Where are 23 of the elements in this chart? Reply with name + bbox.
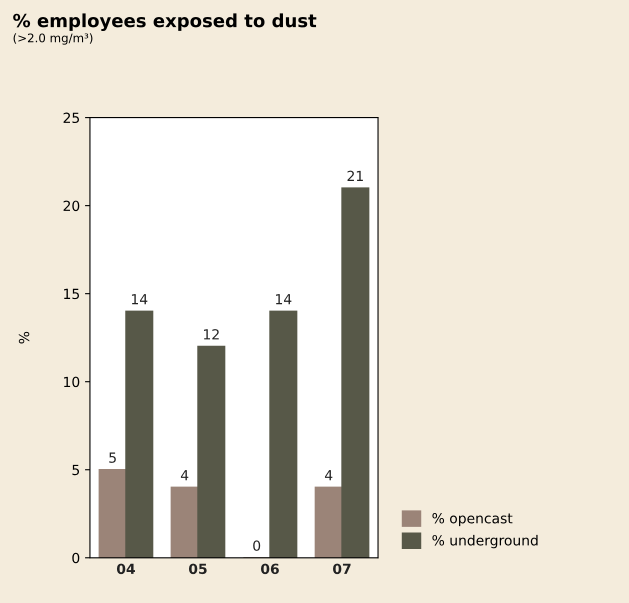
x-tick-label: 07 (333, 564, 351, 574)
data-label: 21 (348, 170, 363, 181)
data-label: 4 (180, 470, 188, 480)
y-tick-label: 0 (72, 552, 80, 564)
x-tick-label: 04 (116, 564, 135, 574)
y-tick-label: 25 (64, 112, 80, 124)
x-tick-label: 06 (261, 564, 279, 574)
legend-label: % underground (432, 534, 538, 548)
x-tick-label: 05 (188, 564, 207, 574)
y-tick-label: 10 (64, 376, 80, 388)
legend-label: % opencast (432, 512, 512, 526)
data-label: 14 (132, 294, 148, 304)
chart-title: % employees exposed to dust (13, 13, 316, 32)
y-tick-label: 15 (64, 288, 80, 300)
chart-subtitle: (>2.0 mg/m³) (14, 33, 92, 45)
data-label: 12 (204, 329, 219, 340)
data-label: 0 (253, 540, 260, 551)
data-label: 4 (324, 470, 332, 480)
data-label: 14 (276, 294, 292, 304)
y-tick-label: 5 (72, 464, 80, 476)
y-axis-title: % (18, 332, 30, 344)
y-tick-label: 20 (64, 200, 80, 212)
data-label: 5 (109, 452, 116, 463)
